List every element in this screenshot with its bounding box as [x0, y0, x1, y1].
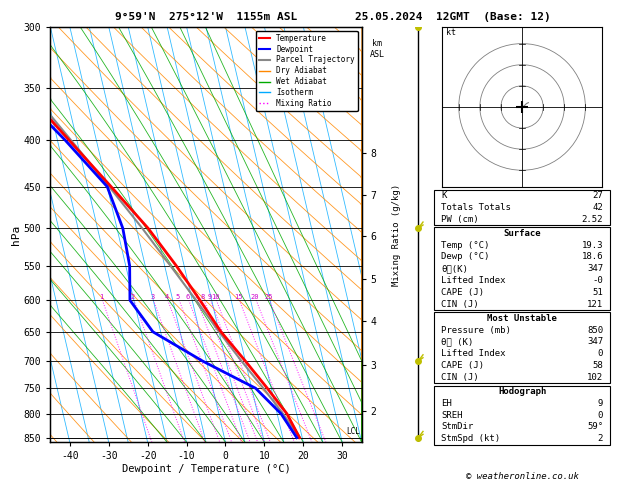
Text: 25.05.2024  12GMT  (Base: 12): 25.05.2024 12GMT (Base: 12) — [355, 12, 551, 22]
Text: kt: kt — [446, 28, 456, 37]
Text: 121: 121 — [587, 299, 603, 309]
Text: CIN (J): CIN (J) — [441, 299, 479, 309]
Text: PW (cm): PW (cm) — [441, 214, 479, 224]
Text: 15: 15 — [234, 294, 242, 300]
Text: © weatheronline.co.uk: © weatheronline.co.uk — [465, 472, 579, 481]
Text: 5: 5 — [176, 294, 180, 300]
Text: km
ASL: km ASL — [370, 39, 385, 59]
Text: Pressure (mb): Pressure (mb) — [441, 326, 511, 335]
Text: EH: EH — [441, 399, 452, 408]
Text: Temp (°C): Temp (°C) — [441, 241, 489, 250]
Text: 58: 58 — [593, 361, 603, 370]
Text: CAPE (J): CAPE (J) — [441, 361, 484, 370]
Text: 2: 2 — [598, 434, 603, 443]
Text: 6: 6 — [186, 294, 190, 300]
Text: 9: 9 — [598, 399, 603, 408]
Text: 20: 20 — [251, 294, 259, 300]
Text: StmDir: StmDir — [441, 422, 473, 432]
Text: Mixing Ratio (g/kg): Mixing Ratio (g/kg) — [392, 183, 401, 286]
Text: LCL: LCL — [346, 427, 360, 436]
Text: Lifted Index: Lifted Index — [441, 349, 506, 358]
Text: 4: 4 — [165, 294, 169, 300]
Text: 7: 7 — [194, 294, 198, 300]
Text: θᴄ(K): θᴄ(K) — [441, 264, 468, 273]
Text: 1: 1 — [99, 294, 103, 300]
Text: 3: 3 — [150, 294, 155, 300]
Text: SREH: SREH — [441, 411, 462, 420]
Text: 0: 0 — [598, 411, 603, 420]
Text: CIN (J): CIN (J) — [441, 373, 479, 382]
Text: -0: -0 — [593, 276, 603, 285]
Legend: Temperature, Dewpoint, Parcel Trajectory, Dry Adiabat, Wet Adiabat, Isotherm, Mi: Temperature, Dewpoint, Parcel Trajectory… — [255, 31, 358, 111]
Text: 347: 347 — [587, 264, 603, 273]
Text: 347: 347 — [587, 337, 603, 347]
Text: Most Unstable: Most Unstable — [487, 314, 557, 323]
Text: StmSpd (kt): StmSpd (kt) — [441, 434, 500, 443]
X-axis label: Dewpoint / Temperature (°C): Dewpoint / Temperature (°C) — [121, 464, 291, 474]
Text: Totals Totals: Totals Totals — [441, 203, 511, 212]
Text: CAPE (J): CAPE (J) — [441, 288, 484, 297]
Text: Lifted Index: Lifted Index — [441, 276, 506, 285]
Text: 10: 10 — [211, 294, 220, 300]
Text: 9°59'N  275°12'W  1155m ASL: 9°59'N 275°12'W 1155m ASL — [115, 12, 297, 22]
Text: 42: 42 — [593, 203, 603, 212]
Text: 102: 102 — [587, 373, 603, 382]
Text: Dewp (°C): Dewp (°C) — [441, 252, 489, 261]
Text: 59°: 59° — [587, 422, 603, 432]
Text: θᴄ (K): θᴄ (K) — [441, 337, 473, 347]
Text: 25: 25 — [264, 294, 272, 300]
Text: 19.3: 19.3 — [582, 241, 603, 250]
Text: 27: 27 — [593, 191, 603, 200]
Text: 18.6: 18.6 — [582, 252, 603, 261]
Text: 0: 0 — [598, 349, 603, 358]
Text: 51: 51 — [593, 288, 603, 297]
Text: Surface: Surface — [503, 229, 541, 238]
Text: 8: 8 — [201, 294, 205, 300]
Text: Hodograph: Hodograph — [498, 387, 546, 396]
Text: 2: 2 — [131, 294, 135, 300]
Text: 2.52: 2.52 — [582, 214, 603, 224]
Text: 9: 9 — [207, 294, 211, 300]
Text: K: K — [441, 191, 447, 200]
Y-axis label: hPa: hPa — [11, 225, 21, 244]
Text: 850: 850 — [587, 326, 603, 335]
